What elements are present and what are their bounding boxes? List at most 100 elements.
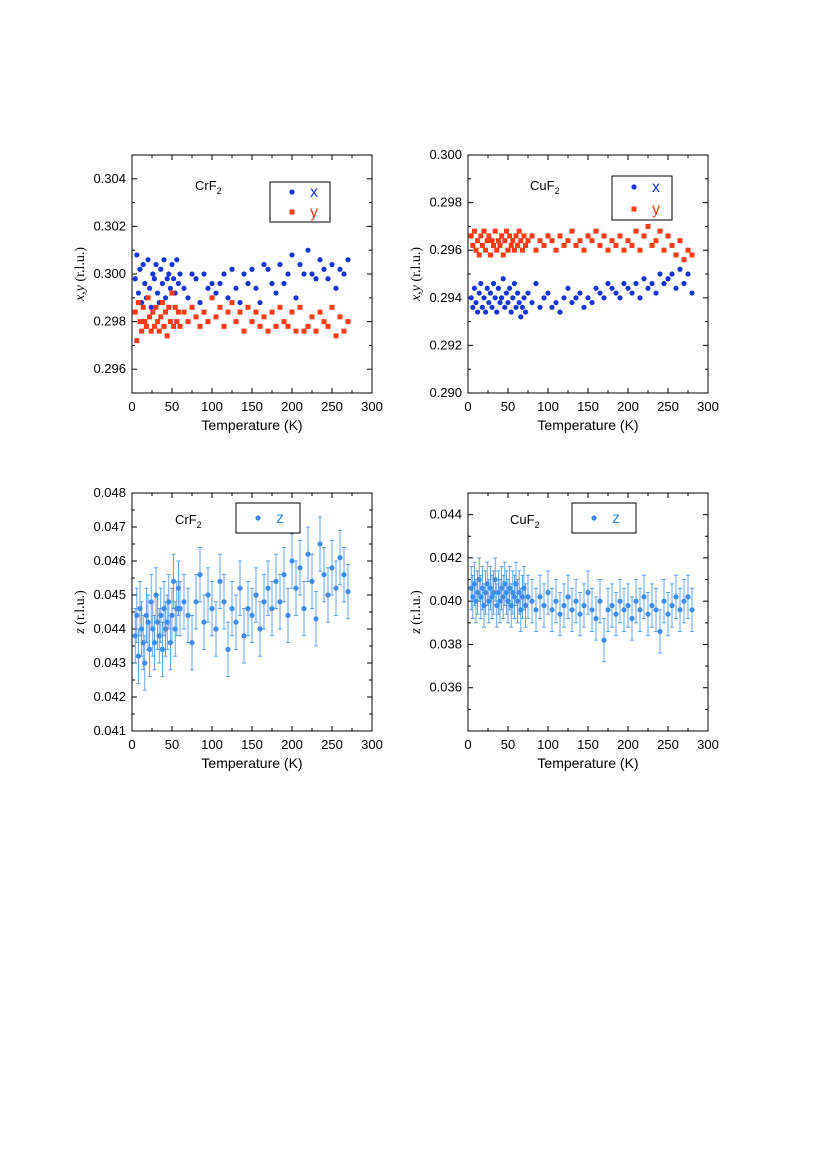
- data-point: [167, 319, 173, 325]
- data-point: [481, 228, 487, 234]
- data-point: [605, 247, 611, 253]
- data-point: [273, 578, 279, 585]
- data-point: [507, 285, 513, 291]
- y-tick-label: 0.292: [429, 337, 462, 352]
- data-point: [557, 233, 563, 239]
- data-point: [309, 314, 315, 320]
- data-point: [549, 607, 555, 613]
- data-point: [491, 242, 497, 248]
- data-point: [189, 304, 195, 310]
- data-point: [505, 299, 511, 306]
- data-point: [193, 314, 199, 320]
- data-point: [669, 242, 675, 248]
- legend-marker: [289, 209, 295, 215]
- data-point: [325, 276, 331, 282]
- data-point: [241, 633, 247, 639]
- data-point: [617, 233, 623, 239]
- data-point: [657, 628, 663, 635]
- data-point: [481, 295, 487, 301]
- x-tick-label: 100: [537, 399, 559, 414]
- data-point: [499, 295, 505, 301]
- data-point: [549, 238, 555, 244]
- data-point: [317, 541, 323, 547]
- data-point: [689, 290, 695, 296]
- x-tick-label: 300: [361, 399, 383, 414]
- x-tick-label: 250: [321, 399, 343, 414]
- data-point: [134, 612, 140, 619]
- data-point: [321, 572, 327, 578]
- data-point: [537, 594, 543, 600]
- data-point: [265, 266, 271, 272]
- data-point: [507, 233, 513, 239]
- x-tick-label: 250: [657, 399, 679, 414]
- data-point: [221, 599, 227, 605]
- data-point: [471, 285, 477, 291]
- data-point: [289, 309, 295, 315]
- data-point: [221, 323, 227, 329]
- data-point: [685, 594, 691, 600]
- data-point: [257, 323, 263, 329]
- data-point: [345, 319, 351, 325]
- data-point: [609, 602, 615, 609]
- y-tick-label: 0.047: [93, 519, 126, 534]
- data-point: [285, 612, 291, 619]
- data-point: [645, 285, 651, 291]
- data-point: [158, 612, 164, 619]
- data-point: [249, 612, 255, 619]
- data-point: [521, 295, 527, 301]
- data-point: [171, 323, 177, 329]
- data-point: [132, 276, 138, 282]
- x-tick-label: 150: [577, 399, 599, 414]
- data-point: [159, 280, 165, 287]
- data-point: [494, 247, 500, 253]
- series-z: [468, 557, 695, 663]
- data-point: [293, 585, 299, 591]
- data-point: [553, 299, 559, 306]
- data-point: [549, 304, 555, 310]
- data-point: [597, 242, 603, 248]
- data-point: [521, 233, 527, 239]
- data-point: [217, 304, 223, 310]
- data-point: [510, 295, 516, 301]
- data-point: [573, 598, 579, 604]
- x-tick-label: 300: [697, 737, 719, 752]
- data-point: [140, 304, 146, 310]
- y-tick-label: 0.038: [429, 636, 462, 651]
- y-tick-label: 0.302: [93, 218, 126, 233]
- data-point: [281, 280, 287, 287]
- data-point: [629, 615, 635, 622]
- x-tick-label: 100: [201, 399, 223, 414]
- legend-label: y: [652, 201, 660, 218]
- data-point: [503, 290, 509, 296]
- data-point: [164, 333, 170, 339]
- data-point: [476, 252, 482, 258]
- data-point: [317, 257, 323, 263]
- data-point: [516, 299, 522, 306]
- data-point: [495, 285, 501, 291]
- data-point: [181, 285, 187, 291]
- data-point: [341, 572, 347, 578]
- data-point: [249, 266, 255, 272]
- data-point: [177, 606, 183, 612]
- legend-box: [235, 502, 301, 534]
- data-point: [492, 228, 498, 234]
- data-point: [569, 228, 575, 234]
- data-point: [673, 285, 679, 291]
- data-point: [185, 319, 191, 325]
- data-point: [641, 276, 647, 282]
- data-point: [325, 323, 331, 329]
- data-point: [163, 295, 169, 301]
- data-point: [201, 619, 207, 625]
- data-point: [593, 285, 599, 291]
- data-point: [629, 242, 635, 248]
- data-point: [515, 242, 521, 248]
- data-point: [158, 266, 164, 272]
- data-point: [140, 261, 146, 268]
- data-point: [681, 257, 687, 263]
- data-point: [581, 304, 587, 310]
- data-point: [213, 626, 219, 632]
- data-point: [681, 280, 687, 287]
- data-point: [633, 598, 639, 604]
- data-point: [147, 285, 153, 291]
- data-point: [519, 247, 525, 253]
